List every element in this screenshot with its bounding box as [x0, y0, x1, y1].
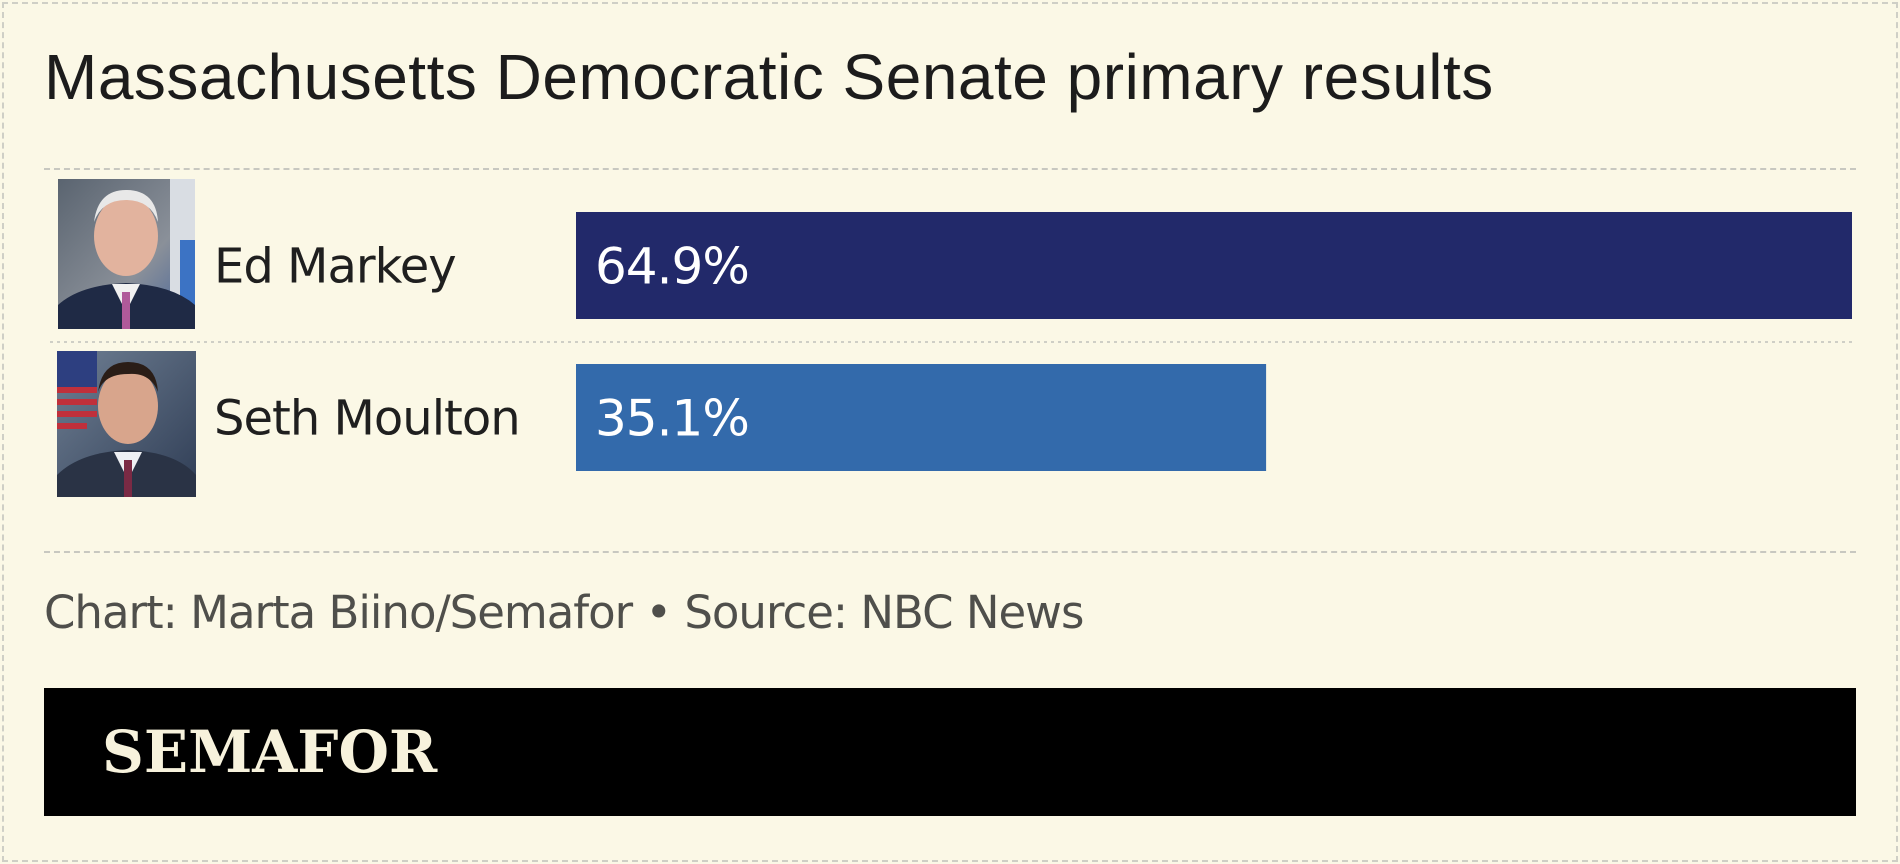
candidate-name-markey: Ed Markey [214, 239, 456, 295]
bar-value-label-moulton: 35.1% [595, 390, 749, 448]
markey-portrait-photo [58, 179, 195, 329]
flag-detail [57, 351, 97, 429]
candidate-name-moulton: Seth Moulton [214, 391, 520, 447]
semafor-logo: SEMAFOR [102, 718, 438, 786]
bar-moulton [576, 364, 1267, 471]
top-divider [44, 168, 1856, 170]
chart-title: Massachusetts Democratic Senate primary … [44, 41, 1494, 113]
bottom-divider [44, 551, 1856, 553]
bar-markey [576, 212, 1852, 319]
chart-credit: Chart: Marta Biino/Semafor • Source: NBC… [44, 586, 1084, 639]
bar-value-label-markey: 64.9% [595, 238, 749, 296]
moulton-portrait-photo [57, 351, 196, 497]
brand-bar: SEMAFOR [44, 688, 1856, 816]
bars-layer: Ed Markey 64.9% Seth Moulton 35.1% [214, 212, 1852, 471]
